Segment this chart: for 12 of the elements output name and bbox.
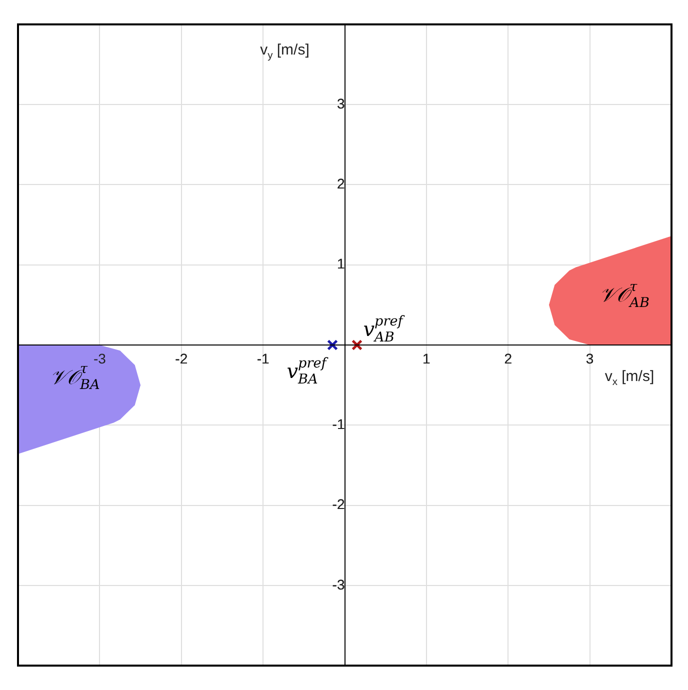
y-tick-label: 3 [336,95,345,112]
y-tick-label: -3 [332,576,345,592]
y-tick-label: -2 [332,496,345,512]
x-tick-label: 1 [422,350,431,366]
x-tick-label: 2 [504,350,512,366]
x-tick-label: -3 [93,350,106,366]
y-tick-label: 1 [336,256,345,272]
x-tick-label: 3 [586,350,594,366]
x-tick-label: -2 [175,350,188,366]
y-tick-label: 2 [336,176,345,192]
x-tick-label: -1 [256,350,270,366]
y-tick-label: -1 [332,416,345,432]
